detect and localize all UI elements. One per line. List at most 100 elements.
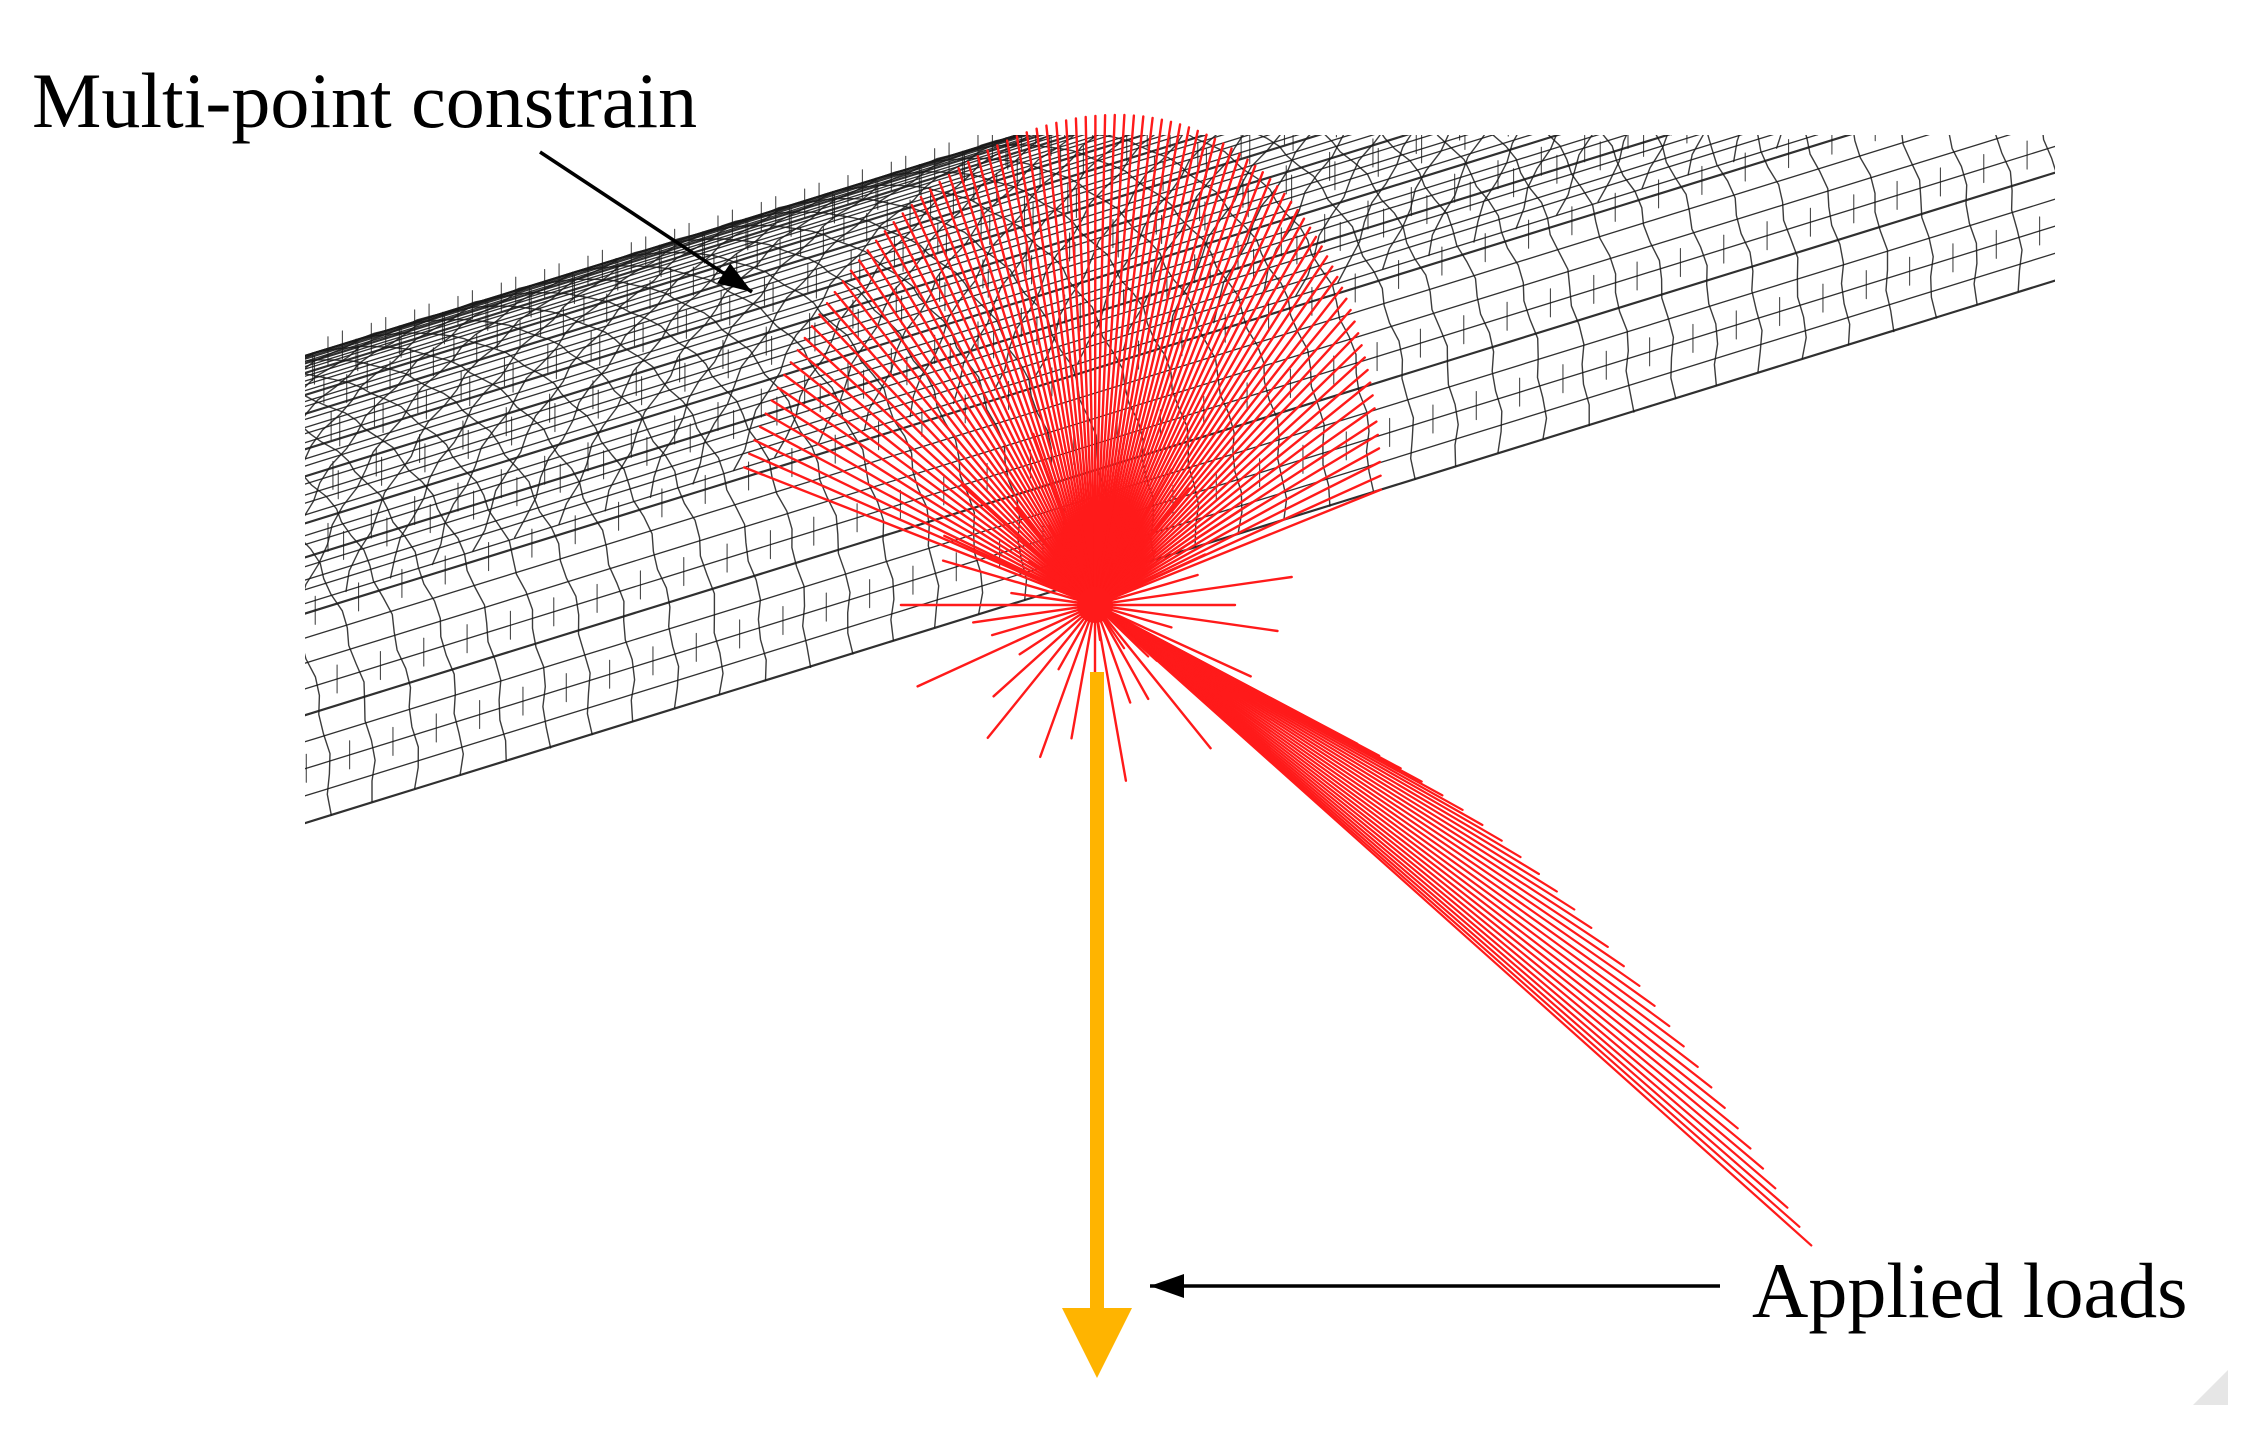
constraint-ray <box>1025 131 1097 607</box>
constraint-ray <box>743 466 1097 607</box>
constraint-burst-ray <box>1093 468 1173 607</box>
constraint-burst-ray <box>1093 603 1212 750</box>
constraint-ray <box>1093 332 1360 607</box>
mesh-ring-line <box>1515 135 1558 230</box>
constraint-burst-ray <box>916 603 1097 688</box>
constraint-ray <box>753 439 1097 607</box>
constraint-burst-ray <box>960 483 1097 607</box>
constraint-ray <box>776 386 1097 607</box>
callout-arrows <box>539 150 1720 1298</box>
constraint-ray <box>796 348 1097 607</box>
constraint-burst-ray <box>992 603 1097 698</box>
constraint-ray <box>1093 200 1293 607</box>
constraint-ray <box>758 425 1097 607</box>
constraint-ray <box>1093 147 1233 607</box>
constraint-ray <box>1093 133 1208 607</box>
mesh-longitudinal-line <box>305 135 1353 460</box>
mesh-ring-line <box>305 278 854 655</box>
constraint-ray <box>1093 126 1191 607</box>
constraint-burst-ray <box>1093 553 1207 607</box>
constraint-ray <box>1074 117 1097 607</box>
mesh-longitudinal-line <box>305 135 1300 444</box>
constraint-ray <box>789 361 1097 607</box>
constraint-burst-ray <box>1093 603 1279 633</box>
constraint-fan-ray <box>1093 603 1641 988</box>
constraint-ray <box>1064 119 1097 607</box>
constraint-ray <box>1084 115 1097 607</box>
constraint-callout-arrow <box>539 150 753 294</box>
wireframe-mesh <box>0 0 2248 829</box>
mesh-longitudinal-line <box>305 225 2055 770</box>
mesh-ring-line <box>305 652 332 816</box>
constraint-ray <box>1093 177 1272 607</box>
constraint-burst-ray <box>1031 432 1097 607</box>
constraint-fan-ray <box>1093 603 1739 1130</box>
constraint-ray <box>1093 116 1154 607</box>
constraint-ray <box>1035 127 1097 607</box>
applied-loads-label: Applied loads <box>1752 1247 2188 1334</box>
constraint-ray <box>919 195 1097 607</box>
constraint-fan-ray <box>1093 603 1752 1150</box>
constraint-ray <box>875 239 1097 607</box>
constraint-ray <box>1093 235 1318 607</box>
mesh-longitudinal-line <box>305 135 1271 435</box>
mesh-ring-line <box>431 211 1071 588</box>
constraint-ray <box>1093 118 1164 607</box>
corner-fold-mark <box>2193 1370 2228 1405</box>
loads-callout-arrow <box>1150 1274 1720 1298</box>
mesh-ring-line <box>2161 0 2248 49</box>
mesh-ring-line <box>1382 135 2023 292</box>
constraint-ray <box>1093 120 1173 607</box>
constraint-fan-ray <box>1093 603 1765 1170</box>
mesh-longitudinal-line <box>305 135 1209 416</box>
constraint-ray <box>1093 142 1225 607</box>
constraint-ray <box>1093 170 1265 607</box>
constraint-ray <box>929 188 1097 607</box>
mesh-ring-line <box>1168 135 1807 359</box>
mesh-ring-line <box>305 265 895 642</box>
constraint-ray <box>957 166 1097 607</box>
constraint-ray <box>1093 460 1382 607</box>
constraint-ray <box>1093 368 1369 607</box>
mesh-ring-line <box>305 305 767 682</box>
constraint-burst-ray <box>1093 603 1252 678</box>
constraint-fan-ray <box>1093 603 1713 1089</box>
mesh-longitudinal-line <box>305 135 1132 392</box>
constraint-ray <box>783 373 1097 607</box>
constraint-ray <box>996 144 1097 607</box>
mesh-ring-line <box>1077 135 1719 386</box>
constraint-ray <box>1093 158 1249 607</box>
mesh-ring-line <box>1641 135 1668 190</box>
constraint-ray <box>849 269 1097 607</box>
mesh-longitudinal-line <box>305 279 2055 825</box>
mesh-ring-line <box>2078 0 2248 76</box>
constraint-ray <box>1093 488 1383 607</box>
mesh-ring-line <box>305 359 593 736</box>
constraint-burst-ray <box>1093 501 1254 607</box>
mesh-longitudinal-line <box>305 135 1086 377</box>
constraint-fan-ray <box>1093 603 1671 1028</box>
mesh-ring-line <box>1473 135 1518 243</box>
constraint-ray <box>858 259 1097 607</box>
mesh-longitudinal-line <box>305 135 1469 496</box>
mesh-ring-line <box>0 454 290 829</box>
mesh-ring-line <box>305 476 420 789</box>
constraint-fan-ray <box>1093 603 1726 1110</box>
mesh-ring-line <box>1993 0 2248 103</box>
mesh-ring-line <box>305 345 636 722</box>
mesh-longitudinal-line <box>305 135 1562 525</box>
mesh-longitudinal-line <box>305 135 1148 397</box>
mesh-ring-line <box>817 135 1459 467</box>
mesh-ring-line <box>1687 135 1704 176</box>
mesh-longitudinal-line <box>305 198 2055 743</box>
constraint-ray <box>1093 447 1381 607</box>
mesh-longitudinal-line <box>305 135 1629 546</box>
load-arrow-head <box>1062 1308 1132 1378</box>
mesh-ring-line <box>1816 135 1818 136</box>
constraint-burst-ray <box>943 534 1097 607</box>
constraint-ray <box>976 154 1097 607</box>
constraint-ray <box>1093 275 1339 607</box>
mesh-ring-line <box>305 428 465 776</box>
mesh-ring-line <box>732 135 1375 494</box>
constraint-fan-ray <box>1093 603 1593 930</box>
